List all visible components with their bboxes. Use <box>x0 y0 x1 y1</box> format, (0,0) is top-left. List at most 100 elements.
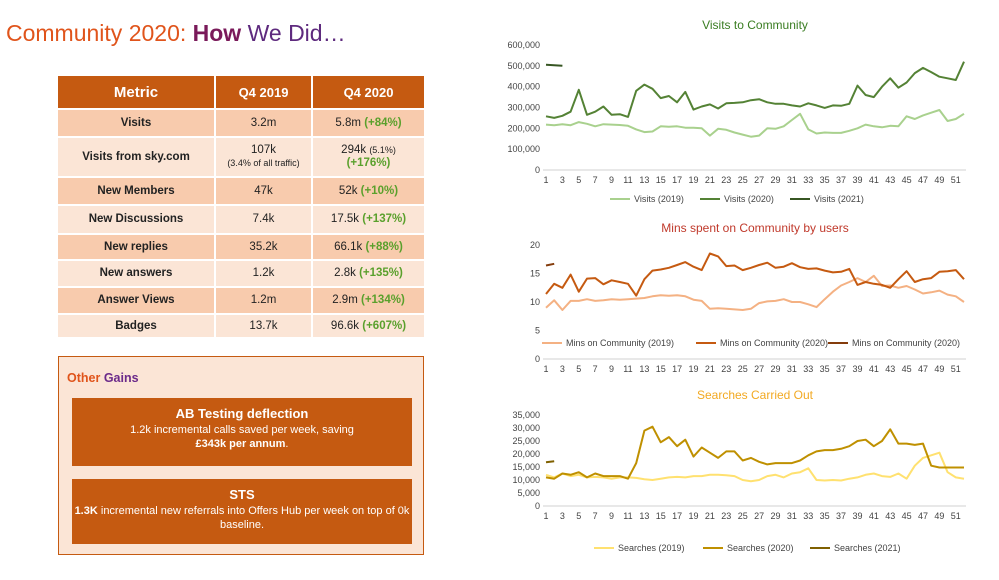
q4-2020-value: 294k <box>341 144 367 156</box>
x-tick-label: 39 <box>852 511 862 521</box>
searches-chart: Searches Carried Out 0 5,000 10,000 15,000 20… <box>512 388 966 553</box>
x-tick-label: 17 <box>672 364 682 374</box>
x-tick-label: 25 <box>738 175 748 185</box>
x-tick-label: 7 <box>593 364 598 374</box>
y-tick-label: 25,000 <box>512 436 540 446</box>
x-tick-label: 7 <box>593 511 598 521</box>
x-tick-label: 41 <box>869 364 879 374</box>
x-tick-label: 51 <box>951 364 961 374</box>
x-tick-label: 25 <box>738 364 748 374</box>
x-tick-label: 1 <box>543 364 548 374</box>
other-gains-panel: Other Gains AB Testing deflection 1.2k i… <box>58 356 424 555</box>
legend-label: Visits (2019) <box>634 194 684 204</box>
y-tick-label: 35,000 <box>512 410 540 420</box>
sts-box: STS 1.3K incremental new referrals into … <box>72 479 412 544</box>
q4-2019-cell: 1.2m <box>216 286 313 313</box>
y-tick-label: 200,000 <box>507 123 540 133</box>
page-title: Community 2020: How We Did… <box>6 20 346 47</box>
x-tick-label: 9 <box>609 511 614 521</box>
x-tick-label: 41 <box>869 175 879 185</box>
y-tick-label: 300,000 <box>507 103 540 113</box>
x-tick-label: 3 <box>560 175 565 185</box>
x-tick-label: 17 <box>672 511 682 521</box>
x-tick-label: 11 <box>623 175 632 185</box>
x-tick-label: 37 <box>836 511 846 521</box>
y-tick-label: 5 <box>535 326 540 336</box>
change-value: (+10%) <box>360 184 399 197</box>
x-tick-label: 27 <box>754 175 764 185</box>
x-tick-label: 11 <box>623 511 632 521</box>
metric-cell: Visits <box>58 108 216 136</box>
x-tick-label: 33 <box>803 364 813 374</box>
x-tick-label: 13 <box>639 511 649 521</box>
x-tick-label: 15 <box>656 511 666 521</box>
x-tick-label: 39 <box>852 364 862 374</box>
x-tick-label: 27 <box>754 511 764 521</box>
metric-cell: New Discussions <box>58 204 216 233</box>
x-tick-label: 21 <box>705 511 715 521</box>
x-tick-label: 13 <box>639 364 649 374</box>
q4-2019-cell: 35.2k <box>216 233 313 259</box>
y-tick-label: 0 <box>535 354 540 364</box>
series-line <box>545 252 965 297</box>
series-line <box>545 61 965 119</box>
legend-label: Mins on Community (2019) <box>566 338 674 348</box>
ab-testing-box: AB Testing deflection 1.2k incremental c… <box>72 398 412 466</box>
x-tick-label: 35 <box>820 175 830 185</box>
x-tick-label: 31 <box>787 511 797 521</box>
legend-label: Mins on Community (2020) <box>852 338 960 348</box>
other-gains-title: Other Gains <box>67 371 139 385</box>
metric-cell: Answer Views <box>58 286 216 313</box>
q4-2020-cell: 5.8m (+84%) <box>313 108 424 136</box>
metric-cell: New replies <box>58 233 216 259</box>
x-tick-label: 47 <box>918 364 928 374</box>
x-tick-label: 49 <box>934 364 944 374</box>
x-tick-label: 23 <box>721 364 731 374</box>
x-tick-label: 39 <box>852 175 862 185</box>
x-tick-label: 33 <box>803 175 813 185</box>
table-row: Answer Views 1.2m 2.9m (+134%) <box>58 286 424 313</box>
legend-label: Visits (2020) <box>724 194 774 204</box>
y-tick-label: 20 <box>530 240 540 250</box>
table-row: Visits 3.2m 5.8m (+84%) <box>58 108 424 136</box>
table-header-row: Metric Q4 2019 Q4 2020 <box>58 76 424 108</box>
series-line <box>545 262 555 267</box>
x-tick-label: 29 <box>770 175 780 185</box>
ab-testing-heading: AB Testing deflection <box>175 406 309 421</box>
change-value: (+135%) <box>359 267 403 279</box>
x-tick-label: 15 <box>656 175 666 185</box>
table-row: New Discussions 7.4k 17.5k (+137%) <box>58 204 424 233</box>
x-tick-label: 37 <box>836 364 846 374</box>
metric-cell: New answers <box>58 259 216 286</box>
x-tick-label: 1 <box>543 511 548 521</box>
series-line <box>545 451 965 483</box>
q4-2019-cell: 7.4k <box>216 204 313 233</box>
change-value: (+134%) <box>360 294 405 306</box>
x-tick-label: 7 <box>593 175 598 185</box>
x-tick-label: 21 <box>705 364 715 374</box>
q4-2020-cell: 96.6k (+607%) <box>313 313 424 337</box>
gains-title-part1: Other <box>67 371 104 385</box>
q4-2020-cell: 17.5k (+137%) <box>313 204 424 233</box>
q4-2020-value: 2.8k <box>334 267 356 279</box>
series-line <box>545 425 964 480</box>
q4-2020-cell: 2.9m (+134%) <box>313 286 424 313</box>
x-tick-label: 45 <box>902 511 912 521</box>
x-tick-label: 23 <box>721 511 731 521</box>
q4-2020-note: (5.1%) <box>369 145 396 155</box>
y-tick-label: 10,000 <box>512 475 540 485</box>
x-tick-label: 17 <box>672 175 682 185</box>
x-tick-label: 13 <box>639 175 649 185</box>
x-tick-label: 25 <box>738 511 748 521</box>
x-tick-label: 3 <box>560 364 565 374</box>
mins-chart: Mins spent on Community by users05101520… <box>530 221 966 374</box>
x-tick-label: 31 <box>787 175 797 185</box>
y-tick-label: 500,000 <box>507 61 540 71</box>
x-tick-label: 9 <box>609 364 614 374</box>
ab-testing-line2-rest: . <box>285 438 289 450</box>
q4-2020-value: 96.6k <box>330 319 360 332</box>
x-tick-label: 35 <box>820 364 830 374</box>
x-tick-label: 5 <box>576 364 581 374</box>
legend-label: Searches (2021) <box>834 543 901 553</box>
x-tick-label: 51 <box>951 175 961 185</box>
